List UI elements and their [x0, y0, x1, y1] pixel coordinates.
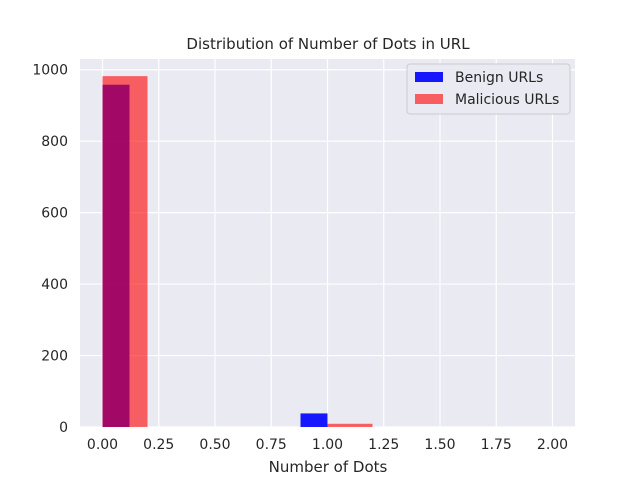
legend-label-benign: Benign URLs — [455, 70, 543, 86]
x-tick-label: 0.25 — [143, 437, 174, 453]
bar-malicious — [327, 423, 373, 427]
y-tick-label: 400 — [41, 277, 68, 293]
legend-box — [406, 63, 571, 115]
y-tick-label: 0 — [59, 420, 68, 436]
x-tick-label: 1.25 — [368, 437, 399, 453]
x-tick-label: 1.75 — [481, 437, 512, 453]
x-axis-label: Number of Dots — [269, 458, 388, 476]
x-tick-label: 1.50 — [424, 437, 455, 453]
legend-swatch-malicious — [415, 94, 443, 104]
x-tick-label: 0.50 — [199, 437, 230, 453]
x-tick-label: 2.00 — [537, 437, 568, 453]
grid-lines — [80, 59, 575, 428]
bar-malicious — [102, 76, 148, 428]
legend-swatch-benign — [415, 72, 443, 82]
y-tick-label: 200 — [41, 349, 68, 365]
x-tick-label: 0.00 — [87, 437, 118, 453]
bar-benign — [300, 413, 328, 427]
legend-label-malicious: Malicious URLs — [455, 92, 559, 108]
y-tick-labels: 0 200 400 600 800 1000 — [32, 63, 68, 436]
y-tick-label: 600 — [41, 206, 68, 222]
x-tick-label: 1.00 — [312, 437, 343, 453]
bars — [102, 76, 373, 428]
x-tick-labels: 0.00 0.25 0.50 0.75 1.00 1.25 1.50 1.75 2.00 — [87, 437, 568, 453]
y-tick-label: 800 — [41, 134, 68, 150]
chart-title: Distribution of Number of Dots in URL — [186, 35, 470, 53]
x-tick-label: 0.75 — [256, 437, 287, 453]
legend: Benign URLs Malicious URLs — [406, 63, 571, 115]
y-tick-label: 1000 — [32, 63, 68, 79]
